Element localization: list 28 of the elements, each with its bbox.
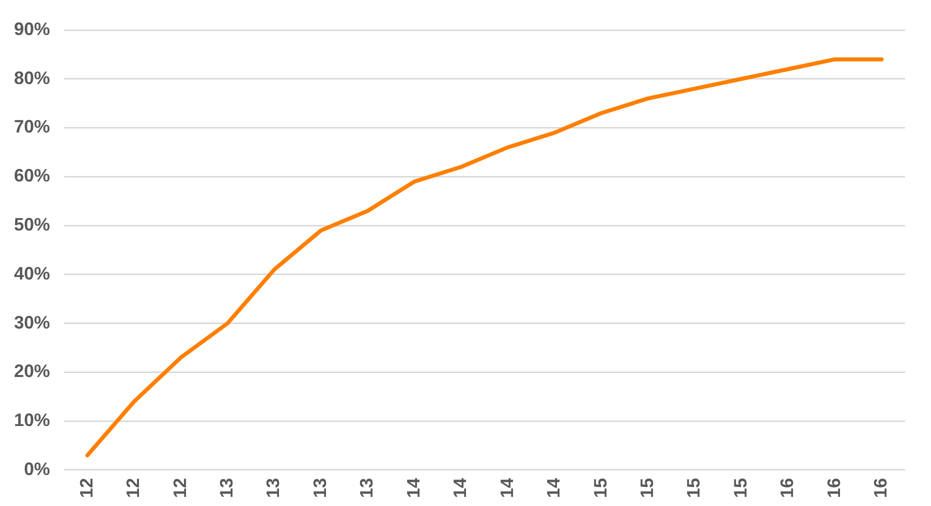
x-tick-label: 15	[684, 478, 704, 498]
x-tick-label: 14	[544, 478, 564, 498]
x-tick-label: 12	[76, 478, 96, 498]
x-tick-label: 14	[450, 478, 470, 498]
x-tick-label: 16	[870, 478, 891, 498]
x-tick-label: 13	[356, 478, 377, 498]
y-tick-label: 60%	[14, 166, 50, 186]
x-tick-label: 15	[590, 478, 610, 498]
x-tick-label: 13	[216, 478, 237, 498]
x-tick-label: 13	[263, 478, 284, 498]
y-tick-label: 70%	[14, 116, 50, 137]
y-tick-label: 0%	[24, 458, 50, 479]
x-tick-label: 15	[637, 478, 658, 498]
x-tick-label: 12	[123, 478, 144, 498]
y-tick-label: 40%	[14, 263, 50, 284]
y-tick-label: 50%	[14, 214, 50, 235]
x-tick-label: 15	[730, 478, 750, 498]
x-tick-label: 14	[403, 478, 424, 498]
y-tick-label: 30%	[14, 312, 50, 332]
x-tick-label: 16	[824, 478, 844, 498]
y-tick-label: 20%	[14, 361, 50, 382]
x-tick-label: 14	[496, 478, 517, 498]
y-tick-label: 90%	[14, 18, 50, 39]
x-tick-label: 13	[310, 478, 330, 498]
x-tick-label: 16	[777, 478, 798, 498]
x-tick-label: 12	[170, 478, 190, 498]
y-tick-label: 10%	[14, 410, 50, 430]
y-tick-label: 80%	[14, 68, 50, 88]
